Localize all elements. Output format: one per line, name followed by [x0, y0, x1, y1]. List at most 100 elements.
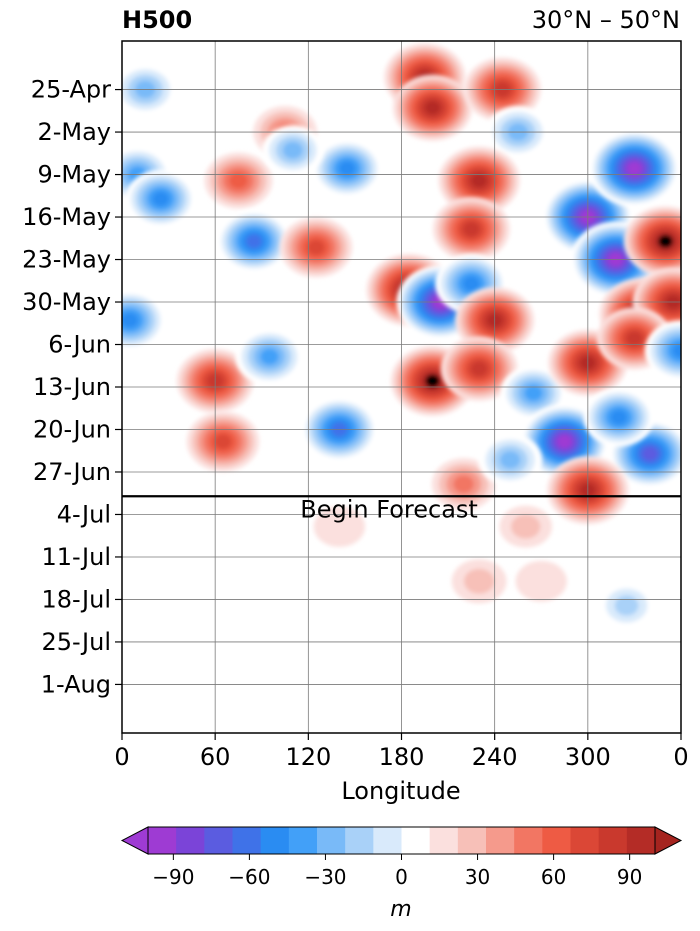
colorbar-swatch [457, 827, 487, 854]
contour-ring [471, 361, 488, 376]
colorbar-tick-label: 60 [541, 865, 566, 889]
colorbar-swatch [260, 827, 290, 854]
contour-ring [672, 343, 681, 359]
contour-ring [627, 161, 642, 175]
contour-ring [642, 446, 658, 461]
contour-ring [246, 234, 262, 249]
anomaly-feature-42 [451, 559, 507, 604]
contour-ring [122, 312, 139, 328]
colorbar: −90 −60 −30 0 30 60 90 [120, 826, 683, 889]
y-tick-label: 9-May [37, 161, 111, 189]
colorbar-tick-label: −90 [152, 865, 194, 889]
colorbar-swatch [429, 827, 459, 854]
y-tick-label: 2-May [37, 118, 111, 146]
anomaly-feature-12 [623, 206, 681, 277]
contour-ring [214, 434, 232, 450]
x-tick-label: 300 [565, 743, 611, 771]
anomaly-feature-27 [279, 217, 353, 278]
y-tick-label: 6-Jun [48, 331, 111, 359]
colorbar-tick-label: −60 [228, 865, 270, 889]
y-tick-label: 4-Jul [57, 500, 111, 528]
y-axis: 25-Apr 2-May 9-May 16-May 23-May 30-May 6-Jun 1… [22, 76, 122, 698]
anomaly-feature-40 [478, 433, 542, 486]
x-tick-label: 240 [472, 743, 518, 771]
chart-title-left: H500 [122, 6, 193, 34]
y-tick-label: 27-Jun [33, 458, 111, 486]
contour-ring [515, 560, 567, 602]
anomaly-feature-44 [313, 506, 366, 548]
colorbar-swatch [288, 827, 318, 854]
forecast-label: Begin Forecast [300, 495, 478, 523]
y-tick-label: 23-May [22, 246, 111, 274]
anomaly-feature-46 [597, 581, 657, 630]
colorbar-extend-low [120, 826, 149, 855]
x-axis-label: Longitude [341, 777, 460, 805]
anomaly-feature-24 [204, 152, 273, 209]
contour-ring [338, 161, 356, 176]
anomaly-feature-9 [589, 130, 680, 207]
x-tick-label: 180 [379, 743, 425, 771]
contour-ring [463, 222, 480, 237]
y-tick-label: 13-Jun [33, 373, 111, 401]
anomaly-feature-3 [122, 290, 166, 351]
anomaly-feature-45 [515, 560, 567, 602]
colorbar-swatch [373, 827, 402, 854]
y-tick-label: 1-Aug [41, 670, 111, 698]
contour-ring [524, 385, 543, 401]
anomaly-feature-37 [583, 388, 654, 447]
colorbar-swatch [148, 827, 177, 854]
anomaly-feature-43 [499, 505, 553, 548]
chart-title-right: 30°N – 50°N [531, 6, 680, 34]
anomaly-feature-29 [262, 125, 324, 176]
contour-ring [152, 191, 170, 207]
colorbar-swatch [401, 827, 431, 854]
anomaly-feature-31 [235, 328, 304, 385]
contour-ring [471, 173, 487, 188]
anomaly-feature-35 [520, 404, 609, 479]
colorbar-swatch [514, 827, 543, 854]
contour-ring [614, 595, 639, 616]
y-tick-label: 18-Jul [42, 585, 112, 613]
anomaly-feature-2 [125, 169, 196, 228]
anomaly-feature-32 [500, 366, 567, 421]
y-tick-label: 25-Apr [31, 76, 111, 104]
contour-ring [610, 410, 628, 425]
x-tick-label: 60 [200, 743, 231, 771]
contour-ring [626, 331, 643, 346]
y-tick-label: 11-Jul [42, 543, 112, 571]
colorbar-swatch [345, 827, 374, 854]
contour-ring [511, 514, 541, 539]
colorbar-tick-label: −30 [304, 865, 346, 889]
contour-ring [425, 374, 440, 388]
x-tick-label: 0 [673, 743, 688, 771]
anomaly-field [122, 43, 681, 630]
contour-ring [313, 506, 366, 548]
colorbar-tick-label: 30 [465, 865, 490, 889]
colorbar-swatch [317, 827, 346, 854]
anomaly-feature-15 [432, 197, 510, 262]
y-tick-label: 20-Jun [33, 415, 111, 443]
contour-ring [557, 435, 572, 449]
anomaly-feature-23 [186, 411, 260, 472]
x-tick-label: 120 [285, 743, 331, 771]
colorbar-swatch [204, 827, 233, 854]
contour-ring [260, 348, 279, 365]
anomaly-feature-28 [312, 139, 383, 198]
y-tick-label: 30-May [22, 288, 111, 316]
y-tick-label: 16-May [22, 203, 111, 231]
contour-ring [453, 475, 474, 493]
colorbar-swatch [626, 827, 656, 854]
colorbar-swatch [542, 827, 571, 854]
y-tick-label: 25-Jul [42, 628, 112, 656]
colorbar-tick-label: 0 [395, 865, 408, 889]
contour-ring [658, 234, 673, 248]
contour-ring [463, 568, 495, 594]
contour-ring [462, 276, 480, 292]
colorbar-tick-label: 90 [617, 865, 642, 889]
colorbar-swatch [232, 827, 262, 854]
contour-ring [424, 101, 441, 115]
anomaly-feature-26 [216, 210, 292, 273]
contour-ring [307, 239, 325, 255]
colorbar-swatch [570, 827, 600, 854]
x-axis: 0 60 120 180 240 300 0 [114, 733, 689, 771]
